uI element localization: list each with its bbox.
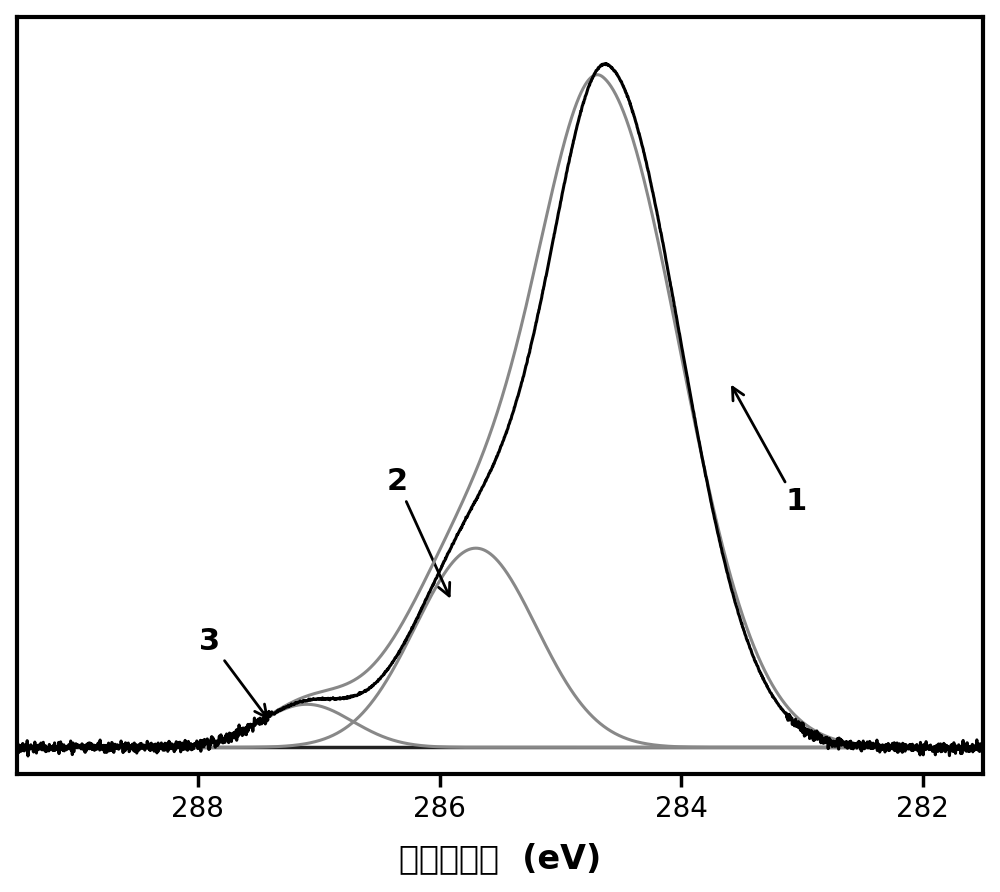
Text: 3: 3 bbox=[199, 627, 267, 717]
Text: 2: 2 bbox=[387, 467, 450, 596]
X-axis label: 电子结合能  (eV): 电子结合能 (eV) bbox=[399, 842, 601, 875]
Text: 1: 1 bbox=[732, 387, 807, 516]
